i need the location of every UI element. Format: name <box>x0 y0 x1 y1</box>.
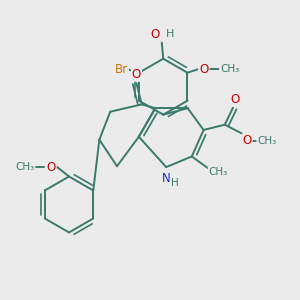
Text: CH₃: CH₃ <box>257 136 277 146</box>
Text: Br: Br <box>115 63 128 76</box>
Text: CH₃: CH₃ <box>209 167 228 177</box>
Text: N: N <box>162 172 171 185</box>
Text: O: O <box>231 93 240 106</box>
Text: O: O <box>151 28 160 41</box>
Text: O: O <box>46 160 56 174</box>
Text: CH₃: CH₃ <box>220 64 239 74</box>
Text: O: O <box>132 68 141 81</box>
Text: H: H <box>171 178 178 188</box>
Text: H: H <box>166 29 174 39</box>
Text: O: O <box>242 134 252 147</box>
Text: O: O <box>199 63 208 76</box>
Text: CH₃: CH₃ <box>15 162 34 172</box>
